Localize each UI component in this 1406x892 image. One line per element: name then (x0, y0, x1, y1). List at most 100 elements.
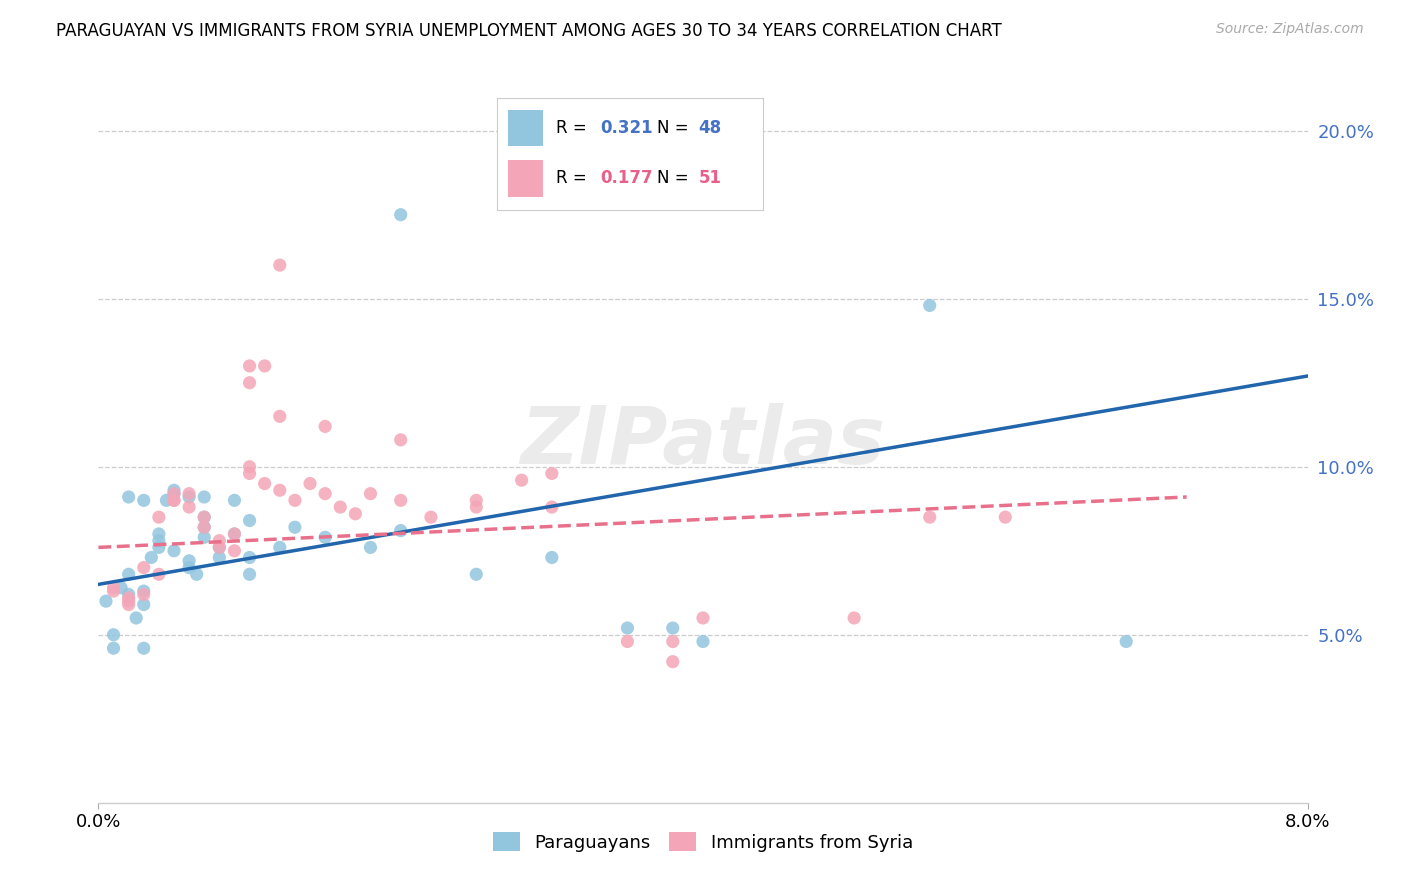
Point (510, 473, 533, 487)
Point (148, 510, 170, 524)
Point (661, 621, 683, 635)
Text: PARAGUAYAN VS IMMIGRANTS FROM SYRIA UNEMPLOYMENT AMONG AGES 30 TO 34 YEARS CORRE: PARAGUAYAN VS IMMIGRANTS FROM SYRIA UNEM… (56, 22, 1002, 40)
Point (208, 541, 231, 555)
Legend: Paraguayans, Immigrants from Syria: Paraguayans, Immigrants from Syria (486, 825, 920, 859)
Point (616, 621, 638, 635)
Point (224, 493, 246, 508)
Point (103, 628, 125, 642)
Point (193, 490, 215, 504)
Point (118, 594, 141, 608)
Point (148, 527, 170, 541)
Point (239, 550, 262, 565)
Point (661, 634, 683, 648)
Point (239, 359, 262, 373)
Point (103, 641, 125, 656)
Point (239, 459, 262, 474)
Point (540, 500, 562, 514)
Point (208, 550, 231, 565)
Point (179, 486, 201, 500)
Point (224, 543, 246, 558)
Point (299, 476, 322, 491)
Point (186, 567, 208, 582)
Point (239, 467, 262, 481)
Point (253, 359, 276, 373)
Text: Source: ZipAtlas.com: Source: ZipAtlas.com (1216, 22, 1364, 37)
Point (661, 655, 683, 669)
Point (155, 493, 177, 508)
Point (465, 500, 488, 514)
Point (118, 490, 141, 504)
Point (193, 510, 215, 524)
Point (239, 376, 262, 390)
Text: ZIPatlas: ZIPatlas (520, 402, 886, 481)
Point (918, 510, 941, 524)
Point (179, 554, 201, 568)
Point (465, 567, 488, 582)
Point (132, 560, 155, 574)
Point (269, 541, 291, 555)
Point (132, 493, 155, 508)
Point (125, 611, 148, 625)
Point (389, 524, 412, 538)
Point (344, 507, 367, 521)
Point (269, 483, 291, 498)
Point (163, 486, 186, 500)
Point (540, 550, 562, 565)
Point (1115, 634, 1137, 648)
Point (844, 611, 866, 625)
Point (540, 467, 562, 481)
Point (163, 483, 186, 498)
Point (389, 208, 412, 222)
Point (284, 520, 307, 534)
Point (269, 258, 291, 272)
Point (94, 594, 117, 608)
Point (132, 587, 155, 601)
Point (103, 584, 125, 599)
Point (465, 493, 488, 508)
Point (208, 541, 231, 555)
Point (193, 530, 215, 544)
Point (616, 634, 638, 648)
Point (389, 493, 412, 508)
Point (239, 514, 262, 528)
Point (314, 530, 336, 544)
Point (918, 298, 941, 312)
Point (103, 581, 125, 595)
Point (179, 490, 201, 504)
Point (132, 584, 155, 599)
Point (314, 486, 336, 500)
Point (163, 486, 186, 500)
Point (389, 433, 412, 447)
Point (118, 598, 141, 612)
Point (193, 520, 215, 534)
Point (163, 543, 186, 558)
Point (239, 567, 262, 582)
Point (284, 493, 307, 508)
Point (269, 409, 291, 424)
Point (360, 486, 382, 500)
Point (179, 560, 201, 574)
Point (118, 567, 141, 582)
Point (163, 493, 186, 508)
Point (224, 527, 246, 541)
Point (132, 641, 155, 656)
Point (148, 533, 170, 548)
Point (193, 520, 215, 534)
Point (420, 510, 443, 524)
Point (692, 634, 714, 648)
Point (132, 598, 155, 612)
Point (118, 591, 141, 605)
Point (118, 587, 141, 601)
Point (224, 527, 246, 541)
Point (148, 541, 170, 555)
Point (314, 419, 336, 434)
Point (141, 550, 163, 565)
Point (110, 581, 132, 595)
Point (329, 500, 352, 514)
Point (208, 533, 231, 548)
Point (193, 510, 215, 524)
Point (148, 567, 170, 582)
Point (994, 510, 1017, 524)
Point (163, 493, 186, 508)
Point (692, 611, 714, 625)
